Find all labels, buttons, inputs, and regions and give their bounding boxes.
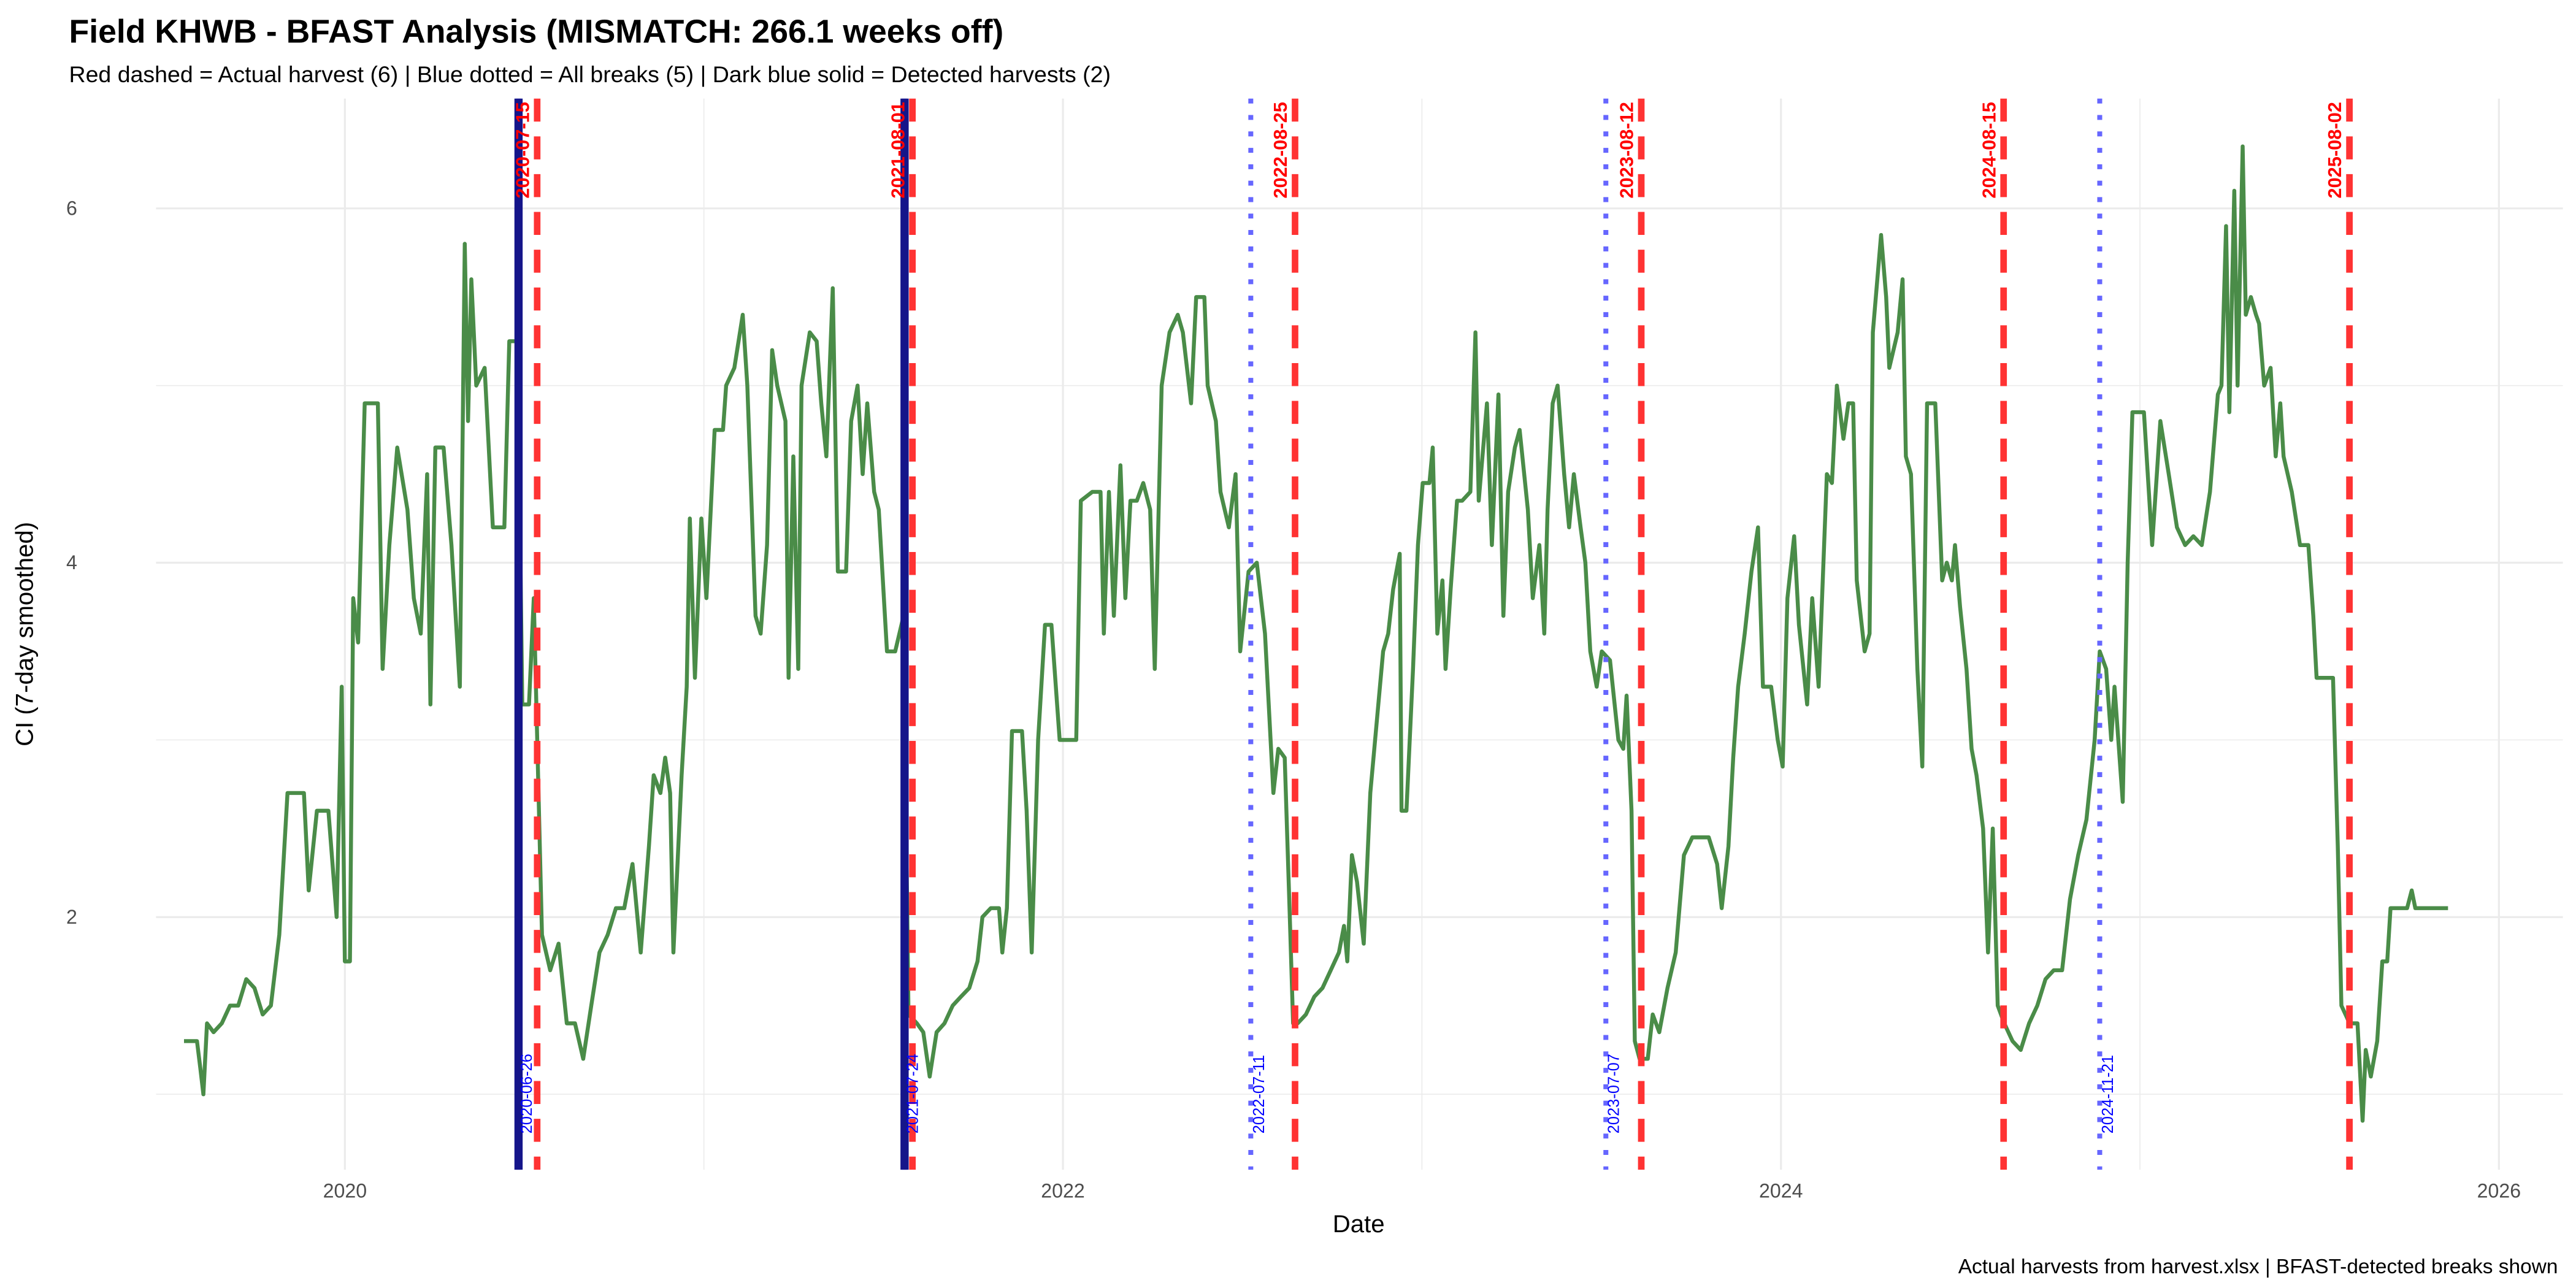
x-tick-label: 2020 [323,1180,367,1202]
y-tick-label: 4 [66,551,77,573]
axis-ticks: 2 4 6 2020 2022 2024 2026 [66,197,2521,1202]
break-label: 2020-06-26 [518,1054,535,1133]
grid [156,98,2563,1170]
actual-harvest-label: 2024-08-15 [1978,102,1999,199]
actual-harvest-label: 2023-08-12 [1616,102,1638,199]
x-tick-label: 2026 [2477,1180,2521,1202]
chart-caption: Actual harvests from harvest.xlsx | BFAS… [1958,1255,2558,1278]
x-tick-label: 2022 [1041,1180,1084,1202]
y-tick-label: 6 [66,197,77,220]
break-label: 2021-07-24 [904,1054,921,1133]
actual-harvest-label: 2022-08-25 [1270,102,1291,199]
chart-title: Field KHWB - BFAST Analysis (MISMATCH: 2… [69,14,1004,50]
vertical-lines: 2020-07-15 2021-08-01 2022-08-25 2023-08-12… [512,98,2353,1170]
y-tick-label: 2 [66,906,77,928]
break-label: 2024-11-21 [2099,1055,2117,1133]
ci-series-line [184,144,2448,1123]
x-axis-title: Date [1333,1210,1385,1238]
chart-subtitle: Red dashed = Actual harvest (6) | Blue d… [69,61,1111,87]
actual-harvest-label: 2025-08-02 [2324,102,2345,199]
actual-harvest-label: 2020-07-15 [512,102,533,199]
break-label: 2023-07-07 [1606,1054,1623,1133]
actual-harvest-label: 2021-08-01 [887,102,908,199]
y-axis-title: CI (7-day smoothed) [11,522,39,746]
series-layer [184,144,2448,1123]
x-tick-label: 2024 [1759,1180,1803,1202]
break-label: 2022-07-11 [1251,1055,1268,1133]
